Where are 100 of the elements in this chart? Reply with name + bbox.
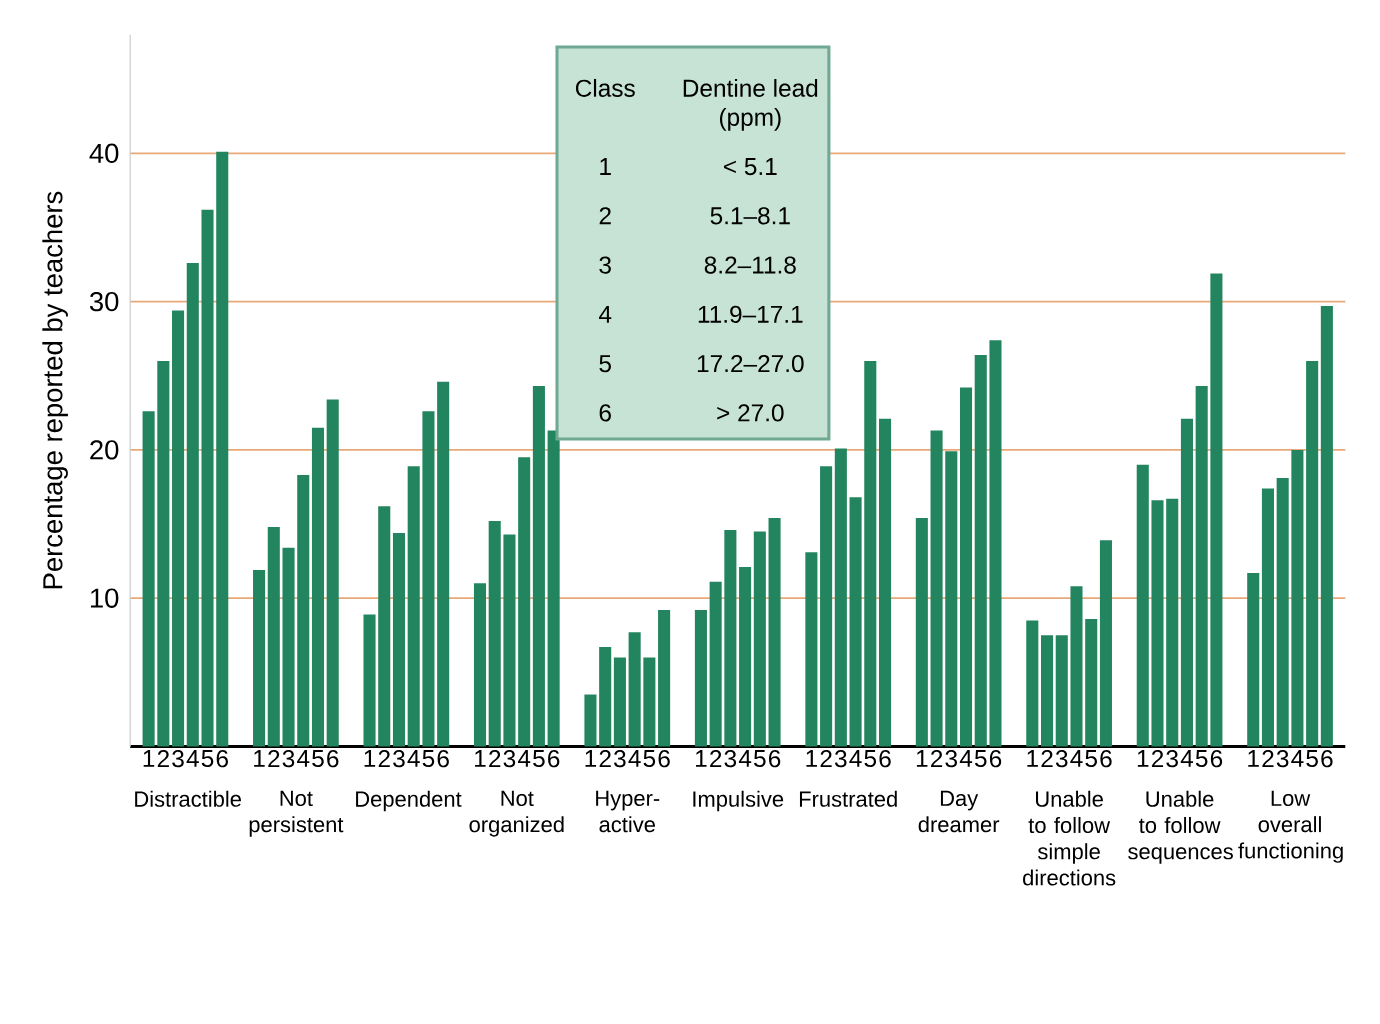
annotation: 6 xyxy=(599,404,611,422)
bar xyxy=(613,657,626,747)
bar xyxy=(1261,488,1274,747)
x-tick-label: Frustrated xyxy=(799,790,897,807)
annotation: Class xyxy=(575,78,635,97)
bar xyxy=(959,387,973,747)
bar xyxy=(473,583,487,747)
text: 5 xyxy=(312,750,324,768)
annotation: 11.9–17.1 xyxy=(698,305,803,323)
x-tick-label: Low overall functioning xyxy=(1238,790,1343,863)
bar xyxy=(216,151,229,747)
x-tick-label: Not persistent xyxy=(249,790,344,837)
bar xyxy=(849,497,862,747)
x-tick-label: Not organized xyxy=(469,790,564,837)
bar xyxy=(878,418,892,747)
bar xyxy=(1070,586,1083,747)
text: 5 xyxy=(1085,750,1097,768)
bar xyxy=(658,609,671,747)
bar xyxy=(503,534,516,747)
text: 3 xyxy=(614,750,626,768)
text: 3 xyxy=(393,750,405,768)
bar xyxy=(1210,273,1223,747)
bar xyxy=(768,518,781,747)
bar xyxy=(1180,418,1193,747)
bar xyxy=(805,552,818,747)
annotation: 4 xyxy=(599,305,612,323)
text: 2 xyxy=(489,750,501,768)
text: 4 xyxy=(1070,750,1083,767)
text: 1 xyxy=(1027,750,1038,767)
text: 4 xyxy=(738,750,752,767)
x-tick-label: Dependent xyxy=(356,790,462,812)
bar xyxy=(945,451,958,747)
series-label: 5 xyxy=(201,750,214,768)
text: 1 xyxy=(916,750,928,767)
bar xyxy=(1166,498,1179,747)
annotation: 5.1–8.1 xyxy=(710,207,790,225)
x-tick-label: Impulsive xyxy=(693,790,784,812)
text: 4 xyxy=(959,750,973,767)
bar xyxy=(643,657,656,747)
annotation: > 27.0 xyxy=(717,404,784,422)
text: 5 xyxy=(1306,750,1318,768)
annotation: 8.2–11.8 xyxy=(704,256,796,274)
text: 2 xyxy=(710,750,722,768)
text: 1 xyxy=(364,750,376,767)
text: 3 xyxy=(1166,750,1178,768)
text: 4 xyxy=(407,750,420,767)
text: 2 xyxy=(1262,750,1274,768)
bar xyxy=(1195,386,1208,747)
text: 1 xyxy=(585,750,597,767)
bar xyxy=(172,310,185,747)
y-tick-label: 10 xyxy=(90,588,119,608)
text: 6 xyxy=(437,750,449,768)
text: 5 xyxy=(864,750,877,768)
bar xyxy=(267,526,280,747)
bar xyxy=(1291,449,1304,747)
x-tick-label: Hyper-active xyxy=(596,790,660,833)
text: 6 xyxy=(658,750,670,768)
text: 1 xyxy=(1137,750,1149,767)
annotation: 1 xyxy=(600,158,611,175)
annotation: 5 xyxy=(599,355,611,373)
bar xyxy=(407,466,420,747)
y-tick-label: 20 xyxy=(90,440,119,460)
text: 4 xyxy=(1291,750,1304,767)
text: 6 xyxy=(769,750,781,768)
bar xyxy=(1099,540,1112,747)
text: 4 xyxy=(186,750,199,767)
x-tick-label: Unable to follow simple directions xyxy=(1023,790,1116,886)
text: 3 xyxy=(282,750,295,768)
bar xyxy=(930,430,943,747)
text: 3 xyxy=(503,750,516,768)
text: 3 xyxy=(1055,750,1068,768)
text: 1 xyxy=(1248,750,1259,767)
bar xyxy=(186,263,199,747)
bar xyxy=(834,448,847,747)
text: 3 xyxy=(724,750,737,768)
bar xyxy=(753,531,766,747)
text: 6 xyxy=(1100,750,1112,768)
text: 1 xyxy=(475,750,486,767)
bar xyxy=(1085,618,1098,747)
text: 5 xyxy=(533,750,545,768)
text: 5 xyxy=(643,750,656,768)
x-tick-label: Day dreamer xyxy=(918,790,1000,833)
y-axis-title: Percentage reported by teachers xyxy=(42,191,68,589)
bar xyxy=(599,647,612,747)
bar xyxy=(422,411,435,747)
x-tick-label: Distractible xyxy=(135,790,241,807)
bar xyxy=(201,209,214,747)
text: 3 xyxy=(1276,750,1289,768)
text: 4 xyxy=(517,750,531,767)
text: 1 xyxy=(254,750,265,767)
bar xyxy=(488,520,501,747)
text: 2 xyxy=(268,750,280,768)
annotation: 3 xyxy=(599,256,611,274)
bar xyxy=(518,457,531,747)
series-label: 2 xyxy=(157,750,169,768)
text: 2 xyxy=(1041,750,1053,768)
text: 3 xyxy=(834,750,847,768)
bar xyxy=(378,506,391,747)
text: 6 xyxy=(989,750,1002,768)
bar xyxy=(1306,360,1319,747)
